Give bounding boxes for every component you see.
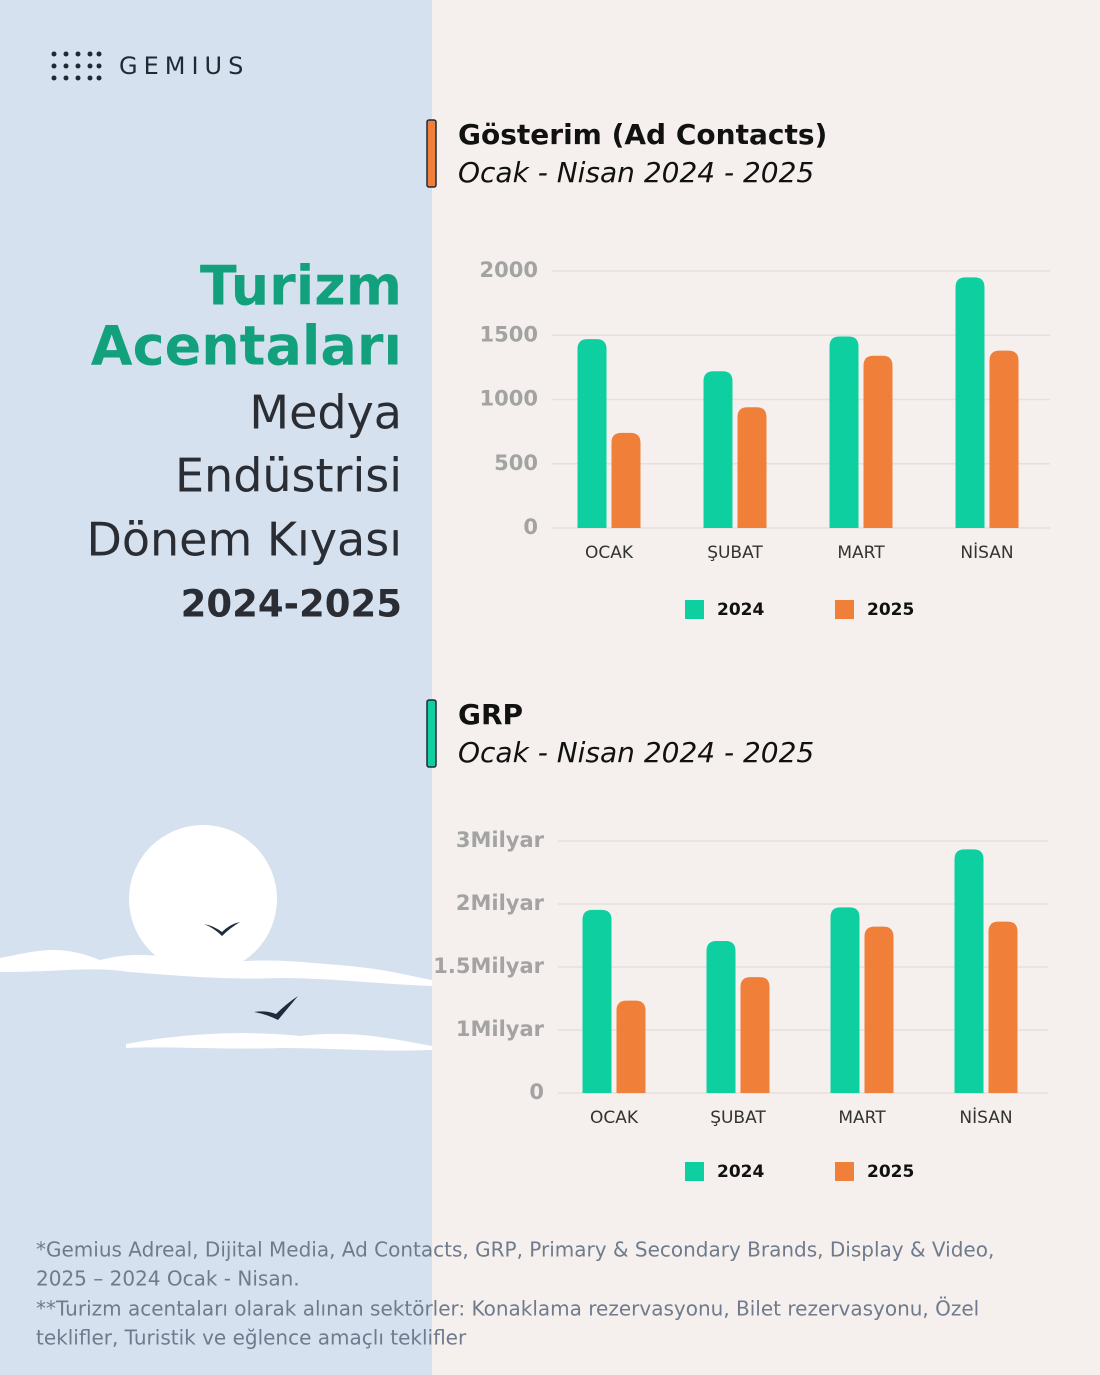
y-tick-label: 1000 bbox=[480, 387, 538, 411]
y-tick-label: 2Milyar bbox=[456, 891, 545, 915]
y-tick-label: 0 bbox=[529, 1080, 544, 1104]
footnote-line: 2025 – 2024 Ocak - Nisan. bbox=[36, 1267, 300, 1291]
bar bbox=[829, 336, 859, 528]
bar bbox=[740, 977, 770, 1093]
headline-line: Endüstrisi bbox=[175, 449, 402, 503]
bar bbox=[577, 339, 607, 528]
y-tick-label: 500 bbox=[494, 451, 538, 475]
logo-text: GEMIUS bbox=[119, 52, 249, 80]
x-tick-label: OCAK bbox=[590, 1108, 639, 1128]
bar bbox=[954, 849, 984, 1093]
chart-title: Gösterim (Ad Contacts) bbox=[458, 118, 827, 151]
y-tick-label: 2000 bbox=[480, 258, 538, 282]
chart-title: GRP bbox=[458, 698, 523, 731]
x-tick-label: ŞUBAT bbox=[710, 1108, 766, 1128]
x-tick-label: NİSAN bbox=[959, 1107, 1012, 1128]
bar bbox=[864, 926, 894, 1093]
right-panel bbox=[432, 0, 1100, 1375]
legend-swatch bbox=[835, 600, 854, 619]
bar bbox=[830, 907, 860, 1093]
headline-line: Medya bbox=[249, 386, 402, 440]
x-tick-label: ŞUBAT bbox=[707, 543, 763, 563]
bar bbox=[737, 407, 767, 528]
left-panel bbox=[0, 0, 432, 1375]
y-tick-label: 1500 bbox=[480, 322, 538, 346]
bar bbox=[955, 277, 985, 528]
chart-subtitle: Ocak - Nisan 2024 - 2025 bbox=[458, 156, 814, 189]
headline-line: Turizm bbox=[200, 255, 402, 318]
legend-label: 2024 bbox=[717, 600, 764, 620]
footnote-line: teklifler, Turistik ve eğlence amaçlı te… bbox=[36, 1326, 467, 1350]
illustration bbox=[0, 825, 432, 1051]
legend-swatch bbox=[835, 1162, 854, 1181]
logo-mark bbox=[51, 51, 102, 81]
bar bbox=[706, 940, 736, 1093]
chart-subtitle: Ocak - Nisan 2024 - 2025 bbox=[458, 736, 814, 769]
x-tick-label: MART bbox=[838, 1108, 886, 1128]
y-tick-label: 1Milyar bbox=[456, 1017, 545, 1041]
y-tick-label: 0 bbox=[523, 515, 538, 539]
bar bbox=[863, 355, 893, 528]
headline-line: Acentaları bbox=[91, 315, 402, 378]
title-accent bbox=[426, 699, 437, 768]
legend-label: 2024 bbox=[717, 1162, 764, 1182]
x-tick-label: MART bbox=[837, 543, 885, 563]
footnote-line: *Gemius Adreal, Dijital Media, Ad Contac… bbox=[36, 1238, 994, 1262]
legend-label: 2025 bbox=[867, 1162, 914, 1182]
headline: Turizm Acentaları Medya Endüstrisi Dönem… bbox=[86, 255, 402, 626]
y-tick-label: 3Milyar bbox=[456, 828, 545, 852]
bar bbox=[989, 350, 1019, 528]
bar bbox=[616, 1000, 646, 1093]
bar bbox=[703, 371, 733, 528]
footnote: *Gemius Adreal, Dijital Media, Ad Contac… bbox=[36, 1238, 994, 1350]
bar bbox=[611, 432, 641, 528]
bar bbox=[988, 921, 1018, 1093]
x-tick-label: NİSAN bbox=[960, 542, 1013, 563]
x-tick-label: OCAK bbox=[585, 543, 634, 563]
title-accent bbox=[426, 119, 437, 188]
headline-years: 2024-2025 bbox=[181, 583, 402, 626]
footnote-line: **Turizm acentaları olarak alınan sektör… bbox=[36, 1297, 979, 1321]
headline-line: Dönem Kıyası bbox=[86, 513, 402, 567]
legend-label: 2025 bbox=[867, 600, 914, 620]
legend-swatch bbox=[685, 600, 704, 619]
bar bbox=[582, 909, 612, 1093]
legend-swatch bbox=[685, 1162, 704, 1181]
y-tick-label: 1.5Milyar bbox=[433, 954, 544, 978]
